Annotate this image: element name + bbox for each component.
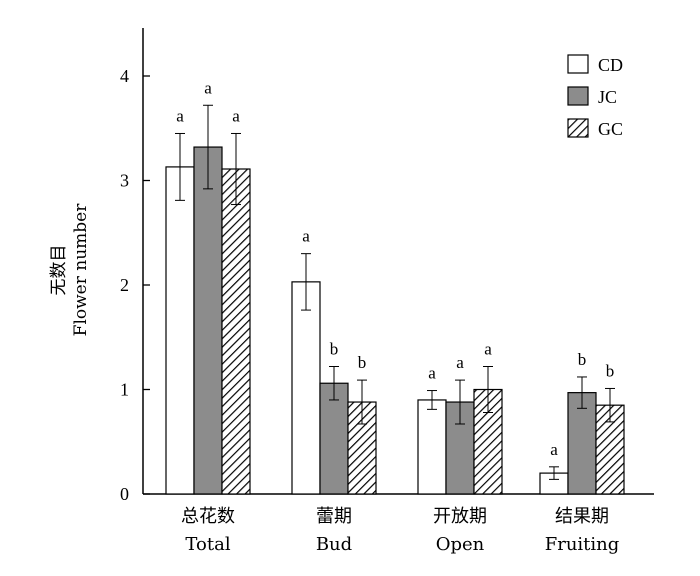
legend-label-gc: GC <box>598 119 623 139</box>
legend-swatch-jc <box>567 86 589 106</box>
y-tick-label: 1 <box>120 380 129 400</box>
legend: CD JC GC <box>567 54 623 139</box>
y-tick-label: 0 <box>120 484 129 504</box>
significance-letter: a <box>550 440 558 459</box>
y-tick-label: 2 <box>120 275 129 295</box>
bar-cd <box>291 281 321 495</box>
category-label-cn: 开放期 <box>433 506 487 527</box>
legend-swatch-cd <box>567 54 589 74</box>
category-label-cn: 总花数 <box>181 506 235 527</box>
significance-letter: a <box>456 353 464 372</box>
legend-label-jc: JC <box>598 87 617 107</box>
category-label-en: Fruiting <box>545 534 620 555</box>
significance-letter: a <box>232 106 240 125</box>
category-label-cn: 蕾期 <box>316 506 352 527</box>
significance-letter: b <box>606 361 615 380</box>
y-axis-label-en: Flower number <box>71 203 91 337</box>
y-axis-label: 无数目 Flower number <box>49 203 91 337</box>
y-tick-label: 4 <box>120 66 129 86</box>
legend-label-cd: CD <box>598 55 623 75</box>
significance-letter: a <box>428 364 436 383</box>
bar-cd <box>417 399 447 495</box>
category-label-en: Open <box>436 534 485 555</box>
bar-jc <box>193 146 223 495</box>
significance-letter: b <box>330 340 339 359</box>
bar-jc <box>567 392 597 495</box>
category-label-cn: 结果期 <box>555 506 609 527</box>
significance-letter: b <box>358 353 367 372</box>
y-axis-label-cn: 无数目 <box>49 245 69 296</box>
significance-letter: a <box>204 78 212 97</box>
y-tick-label: 3 <box>120 171 129 191</box>
bar-gc <box>221 168 251 495</box>
legend-swatch-gc <box>567 118 589 138</box>
category-label-en: Total <box>185 534 230 555</box>
significance-letter: a <box>176 106 184 125</box>
significance-letter: b <box>578 350 587 369</box>
bar-cd <box>165 166 195 495</box>
category-label-en: Bud <box>316 534 352 555</box>
significance-letter: a <box>302 227 310 246</box>
bars: aaa总花数Totalabb蕾期Budaaa开放期Openabb结果期Fruit… <box>165 78 625 555</box>
significance-letter: a <box>484 340 492 359</box>
